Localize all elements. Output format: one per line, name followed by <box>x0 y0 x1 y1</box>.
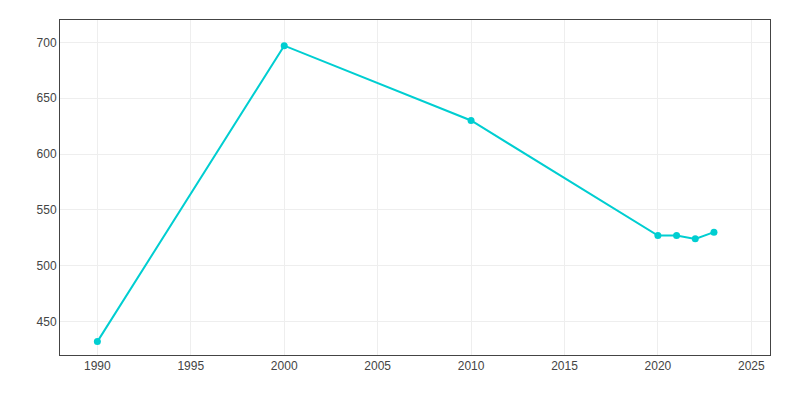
svg-text:2025: 2025 <box>738 359 765 373</box>
svg-text:650: 650 <box>37 91 57 105</box>
svg-text:1990: 1990 <box>84 359 111 373</box>
svg-text:2000: 2000 <box>271 359 298 373</box>
svg-text:2015: 2015 <box>551 359 578 373</box>
svg-text:600: 600 <box>37 147 57 161</box>
svg-text:2010: 2010 <box>458 359 485 373</box>
svg-text:1995: 1995 <box>177 359 204 373</box>
svg-text:500: 500 <box>37 259 57 273</box>
svg-text:700: 700 <box>37 36 57 50</box>
svg-text:2005: 2005 <box>364 359 391 373</box>
svg-text:2020: 2020 <box>645 359 672 373</box>
svg-text:450: 450 <box>37 315 57 329</box>
svg-text:550: 550 <box>37 203 57 217</box>
